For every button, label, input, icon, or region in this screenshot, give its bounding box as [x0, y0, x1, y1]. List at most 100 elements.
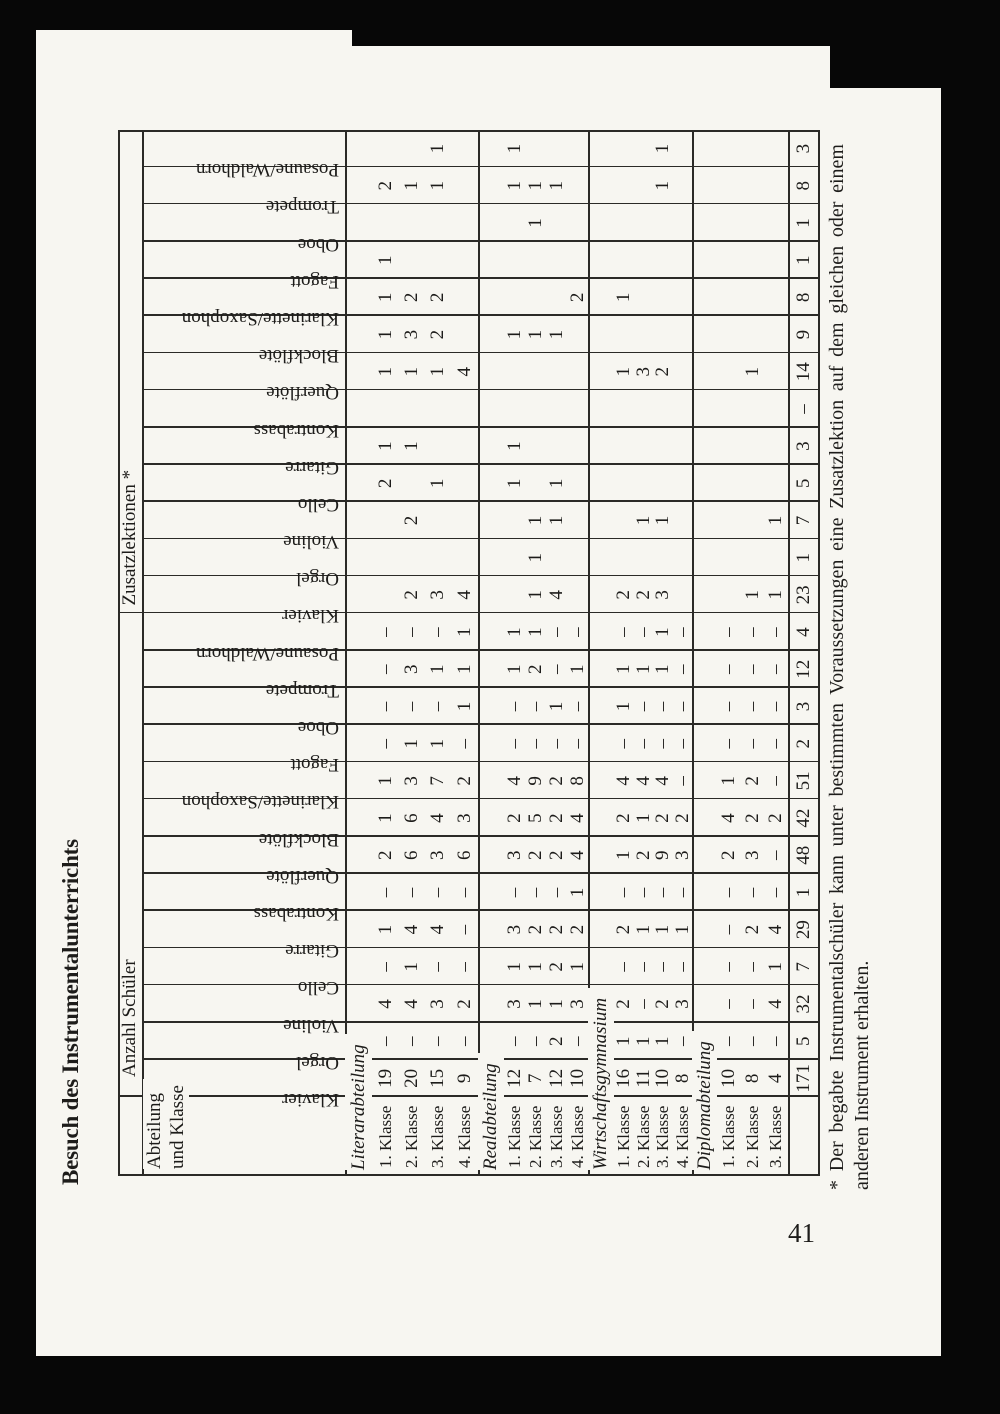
data-cell: 2 — [401, 292, 422, 303]
data-cell: 1 — [567, 664, 588, 675]
column-header-gitarre: Gitarre — [285, 456, 339, 478]
data-cell: – — [633, 627, 654, 637]
data-cell: – — [375, 887, 396, 898]
data-cell: 4 — [454, 590, 475, 600]
column-header-violine: Violine — [283, 531, 339, 553]
row-label: 2. Klasse — [526, 1105, 545, 1168]
data-cell: – — [375, 962, 396, 972]
table-gridline — [142, 500, 820, 502]
table-gridline — [118, 1173, 820, 1176]
data-cell: 4 — [765, 924, 786, 935]
data-cell: 2 — [525, 924, 546, 935]
data-cell: – — [633, 701, 654, 712]
page-number: 41 — [788, 1218, 815, 1248]
data-cell: – — [742, 664, 763, 675]
data-cell: – — [454, 887, 475, 898]
data-cell: – — [718, 1036, 739, 1046]
data-cell: 1 — [672, 924, 693, 935]
data-cell: – — [652, 738, 673, 749]
data-cell: 1 — [427, 143, 448, 154]
data-cell: 3 — [504, 924, 525, 935]
data-cell: 2 — [567, 292, 588, 303]
data-cell: 4 — [546, 590, 567, 600]
data-cell: 3 — [504, 999, 525, 1009]
column-header-klarinette-saxophon: Klarinette/Saxophon — [181, 307, 339, 329]
data-cell: 1 — [546, 999, 567, 1009]
corner-header-line: Abteilung — [144, 1093, 165, 1169]
data-cell: 1 — [652, 1036, 673, 1046]
data-cell: 1 — [427, 181, 448, 191]
data-cell: 1 — [504, 478, 525, 489]
data-cell: – — [633, 887, 654, 898]
column-header-klarinette-saxophon: Klarinette/Saxophon — [181, 791, 339, 813]
data-cell: 3 — [672, 999, 693, 1009]
data-cell: 9 — [652, 850, 673, 861]
data-cell: – — [765, 738, 786, 749]
data-cell: – — [672, 701, 693, 712]
data-cell: – — [454, 962, 475, 972]
data-cell: 2 — [633, 850, 654, 861]
data-cell: 3 — [401, 329, 422, 340]
totals-cell: 51 — [793, 771, 814, 791]
footnote-line-1: * Der begabte Instrumentalschüler kann u… — [826, 144, 848, 1190]
data-cell: 1 — [742, 367, 763, 377]
row-label: 1. Klasse — [376, 1105, 395, 1168]
data-cell: – — [613, 738, 634, 749]
data-cell: 1 — [375, 441, 396, 451]
table-gridline — [692, 130, 694, 1176]
data-cell: – — [742, 738, 763, 749]
data-cell: 1 — [525, 329, 546, 340]
totals-cell: 7 — [793, 962, 814, 972]
totals-cell: 8 — [793, 292, 814, 303]
footnote-line-2: anderen Instrument erhalten. — [851, 960, 873, 1190]
data-cell: 7 — [525, 1073, 546, 1084]
data-cell: – — [672, 627, 693, 637]
data-cell: – — [427, 627, 448, 637]
table-gridline — [142, 537, 820, 540]
data-cell: 19 — [375, 1068, 396, 1088]
data-cell: 1 — [427, 367, 448, 377]
data-cell: 1 — [633, 515, 654, 526]
column-header-blockfl-te: Blockflöte — [258, 345, 339, 367]
data-cell: 4 — [375, 999, 396, 1009]
data-cell: – — [504, 1036, 525, 1046]
data-cell: 3 — [401, 776, 422, 786]
row-label: 4. Klasse — [568, 1105, 587, 1168]
data-cell: – — [672, 664, 693, 675]
data-cell: 3 — [401, 664, 422, 675]
column-header-querfl-te: Querflöte — [266, 382, 339, 404]
totals-cell: 2 — [793, 738, 814, 749]
data-cell: 1 — [633, 924, 654, 935]
data-cell: – — [672, 887, 693, 898]
data-cell: – — [765, 1036, 786, 1046]
table-gridline — [118, 130, 820, 133]
data-cell: 1 — [401, 367, 422, 377]
data-cell: – — [742, 999, 763, 1009]
data-cell: 2 — [546, 813, 567, 823]
data-cell: 2 — [546, 776, 567, 786]
data-cell: 1 — [504, 627, 525, 637]
column-header-gitarre: Gitarre — [285, 940, 339, 962]
column-header-fagott: Fagott — [290, 754, 339, 776]
totals-cell: 23 — [793, 585, 814, 605]
totals-cell: 12 — [793, 659, 814, 679]
data-cell: 1 — [504, 441, 525, 451]
data-cell: 3 — [633, 367, 654, 377]
data-cell: 1 — [401, 738, 422, 749]
data-cell: 12 — [504, 1068, 525, 1088]
totals-cell: 1 — [793, 218, 814, 228]
data-cell: 4 — [765, 999, 786, 1009]
data-cell: 1 — [375, 367, 396, 377]
rotated-landscape-content: Besuch des Instrumentalunterrichts Anzah… — [36, 28, 946, 1358]
data-cell: – — [525, 887, 546, 898]
data-cell: 1 — [375, 255, 396, 265]
column-header-orgel: Orgel — [296, 1051, 339, 1073]
data-cell: – — [672, 1036, 693, 1046]
data-cell: 1 — [525, 181, 546, 191]
data-cell: – — [567, 1036, 588, 1046]
data-cell: 2 — [454, 776, 475, 786]
data-cell: 3 — [672, 850, 693, 861]
data-cell: 1 — [613, 1036, 634, 1046]
data-cell: 4 — [454, 367, 475, 377]
data-cell: 4 — [765, 1073, 786, 1084]
